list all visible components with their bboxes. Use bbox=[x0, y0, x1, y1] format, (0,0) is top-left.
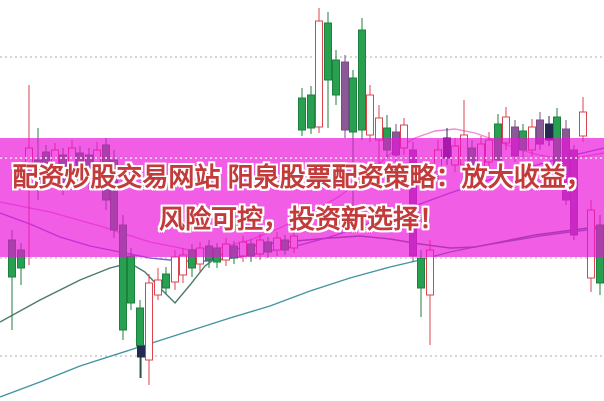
banner-title-line2: 风险可控，投资新选择！ bbox=[158, 203, 445, 234]
promo-banner: 配资炒股交易网站 阳泉股票配资策略：放大收益， 风险可控，投资新选择！ bbox=[0, 138, 604, 257]
banner-title-line1: 配资炒股交易网站 阳泉股票配资策略：放大收益， bbox=[12, 161, 592, 192]
gridline-over-banner bbox=[0, 157, 604, 159]
